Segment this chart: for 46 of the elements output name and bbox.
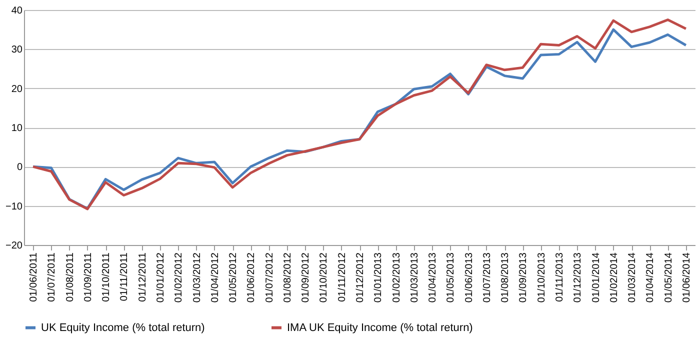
x-tick-label: 01/02/2012 [174,252,185,303]
x-tick-label: 01/10/2012 [318,252,330,303]
x-tick-label: 01/07/2011 [46,252,58,302]
legend-label: UK Equity Income (% total return) [41,322,205,334]
x-tick-label: 01/04/2014 [645,252,656,303]
x-tick-label: 01/04/2013 [428,252,439,303]
legend-label: IMA UK Equity Income (% total return) [287,322,473,334]
x-tick-label: 01/09/2011 [82,252,94,302]
x-tick-label: 01/12/2012 [355,252,366,303]
x-tick-label: 01/01/2012 [156,252,167,303]
y-tick-label: 30 [11,44,23,56]
x-tick-label: 01/08/2012 [282,252,294,303]
x-tick-label: 01/09/2012 [300,252,312,303]
y-tick-label: −10 [6,201,23,212]
x-tick-label: 01/08/2011 [64,252,76,302]
x-tick-label: 01/10/2013 [536,252,548,303]
y-tick-label: −20 [6,240,23,252]
x-tick-label: 01/11/2013 [554,252,566,302]
x-tick-label: 01/04/2012 [210,252,221,303]
y-tick-label: 10 [11,123,23,134]
x-tick-label: 01/12/2013 [572,252,584,303]
x-tick-label: 01/03/2014 [627,252,638,303]
x-tick-label: 01/07/2012 [264,252,276,303]
x-tick-label: 01/06/2014 [681,252,692,303]
x-tick-label: 01/03/2013 [409,252,420,303]
x-tick-label: 01/02/2014 [608,252,620,303]
x-tick-label: 01/11/2011 [119,252,130,302]
y-tick-label: 0 [16,162,23,174]
x-tick-label: 01/01/2013 [373,252,384,303]
x-tick-label: 01/01/2014 [590,252,602,303]
y-tick-label: 20 [11,84,23,95]
x-tick-label: 01/06/2011 [28,252,40,302]
x-tick-label: 01/08/2013 [500,252,512,303]
x-tick-label: 01/10/2011 [101,252,112,302]
x-tick-label: 01/07/2013 [482,252,493,303]
x-tick-label: 01/09/2013 [518,252,530,303]
x-tick-label: 01/05/2014 [663,252,674,303]
x-tick-label: 01/11/2012 [336,252,348,302]
x-tick-label: 01/05/2012 [228,252,240,303]
y-tick-label: 40 [11,6,23,16]
x-tick-label: 01/12/2011 [137,252,148,302]
x-tick-label: 01/06/2013 [464,252,475,303]
x-tick-label: 01/06/2012 [246,252,258,303]
x-tick-label: 01/05/2013 [446,252,457,303]
x-tick-label: 01/03/2012 [192,252,203,303]
x-tick-label: 01/02/2013 [391,252,402,303]
